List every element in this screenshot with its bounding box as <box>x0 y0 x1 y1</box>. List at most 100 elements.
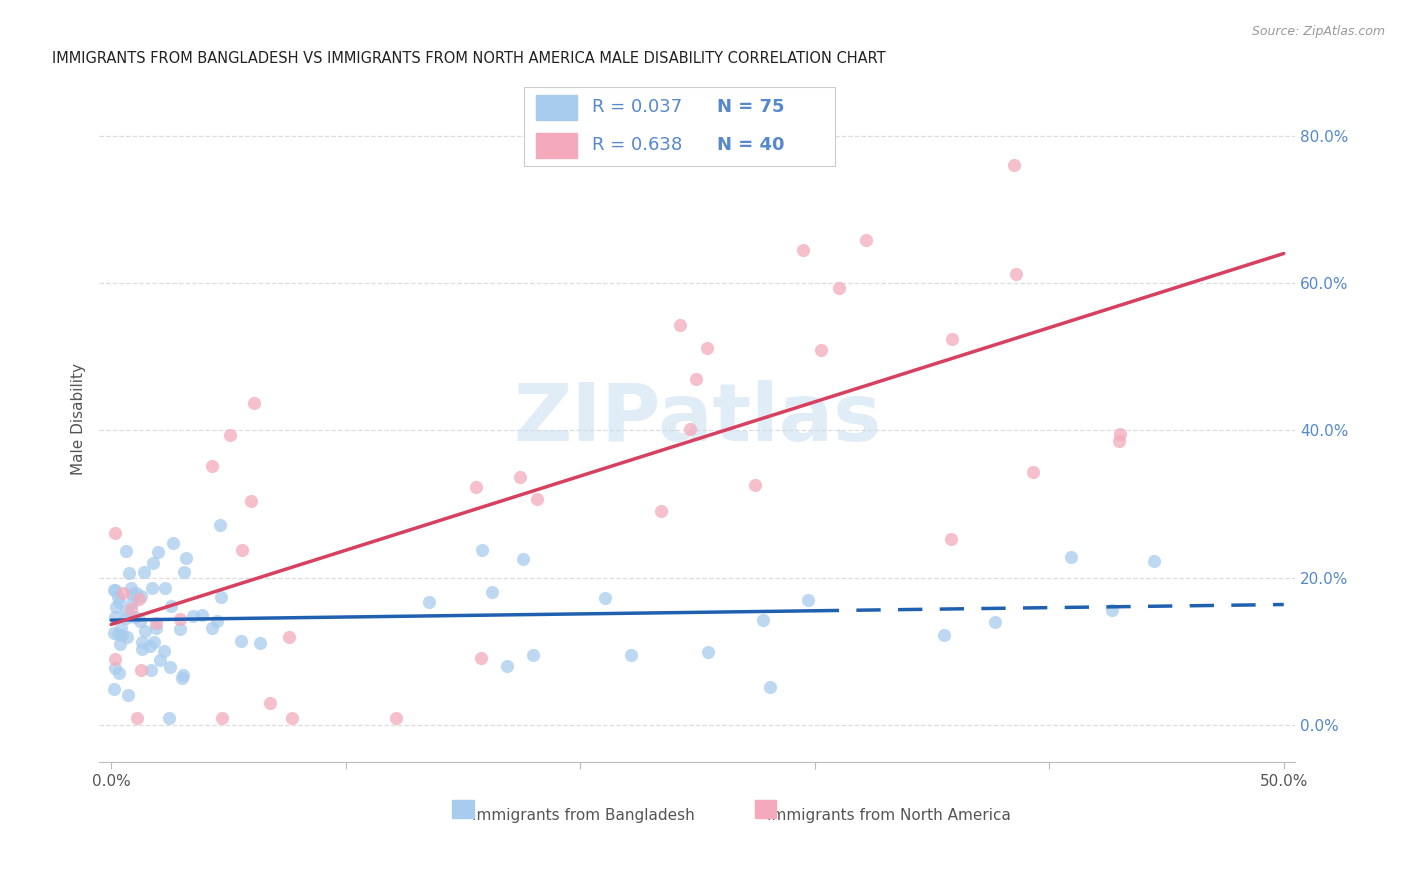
Point <box>159 710 181 724</box>
Point <box>107 590 129 604</box>
Point <box>108 595 131 609</box>
Point <box>134 624 156 638</box>
FancyBboxPatch shape <box>755 800 776 818</box>
Point <box>103 583 125 598</box>
Point <box>1005 267 1028 281</box>
Point <box>243 396 266 410</box>
Point <box>107 665 129 680</box>
Point <box>129 663 152 677</box>
Point <box>114 544 136 558</box>
Point <box>131 641 153 656</box>
Point <box>110 637 132 651</box>
Point <box>139 639 162 653</box>
Point <box>1022 466 1045 480</box>
Point <box>481 585 503 599</box>
Point <box>128 591 150 606</box>
Point <box>464 480 486 494</box>
Point <box>131 635 153 649</box>
Point <box>209 517 232 532</box>
Point <box>752 613 775 627</box>
Point <box>668 318 690 332</box>
Point <box>249 636 271 650</box>
Point <box>124 610 146 624</box>
Point <box>111 585 134 599</box>
Point <box>110 621 132 635</box>
Point <box>509 470 531 484</box>
Point <box>512 552 534 566</box>
Point <box>103 626 125 640</box>
Point <box>145 615 167 630</box>
Point <box>855 233 877 247</box>
Point <box>385 710 408 724</box>
Point <box>205 615 228 629</box>
Point <box>470 651 492 665</box>
Y-axis label: Male Disability: Male Disability <box>72 363 86 475</box>
Point <box>797 593 820 607</box>
Point <box>118 566 141 581</box>
FancyBboxPatch shape <box>453 800 474 818</box>
Point <box>280 710 302 724</box>
Point <box>984 615 1007 629</box>
Point <box>219 427 242 442</box>
Point <box>111 628 134 642</box>
Point <box>593 591 616 605</box>
Point <box>650 504 672 518</box>
Point <box>129 614 152 628</box>
Point <box>211 710 233 724</box>
Text: Immigrants from North America: Immigrants from North America <box>766 808 1011 823</box>
Point <box>145 621 167 635</box>
Point <box>125 710 148 724</box>
Point <box>744 477 766 491</box>
Point <box>759 680 782 694</box>
Point <box>105 600 128 615</box>
Point <box>278 630 301 644</box>
Point <box>471 542 494 557</box>
Point <box>131 589 153 603</box>
Point <box>115 604 138 618</box>
Point <box>810 343 832 357</box>
Point <box>104 661 127 675</box>
Point <box>121 587 143 601</box>
Point <box>240 494 263 508</box>
Point <box>191 607 214 622</box>
Point <box>159 660 181 674</box>
Point <box>939 532 962 546</box>
Point <box>209 590 232 604</box>
Point <box>679 422 702 436</box>
Point <box>104 582 127 597</box>
Point <box>496 659 519 673</box>
Point <box>1002 158 1025 172</box>
Point <box>1108 434 1130 448</box>
Point <box>104 609 127 624</box>
Point <box>115 610 138 624</box>
Point <box>141 663 163 677</box>
Point <box>941 333 963 347</box>
Point <box>162 536 184 550</box>
Point <box>141 581 163 595</box>
Point <box>792 243 814 257</box>
Point <box>526 491 548 506</box>
Text: IMMIGRANTS FROM BANGLADESH VS IMMIGRANTS FROM NORTH AMERICA MALE DISABILITY CORR: IMMIGRANTS FROM BANGLADESH VS IMMIGRANTS… <box>52 51 886 66</box>
Point <box>201 621 224 635</box>
Point <box>170 671 193 685</box>
Point <box>125 585 148 599</box>
Point <box>201 458 224 473</box>
Point <box>107 627 129 641</box>
Point <box>134 565 156 579</box>
Point <box>153 643 176 657</box>
Point <box>103 681 125 696</box>
Point <box>117 688 139 702</box>
Point <box>120 601 142 615</box>
Point <box>120 582 142 596</box>
Point <box>149 652 172 666</box>
Point <box>142 556 165 570</box>
Point <box>259 696 281 710</box>
Point <box>121 596 143 610</box>
Point <box>685 371 707 385</box>
Text: Immigrants from Bangladesh: Immigrants from Bangladesh <box>472 808 695 823</box>
Point <box>153 581 176 595</box>
Point <box>169 612 191 626</box>
Text: ZIPatlas: ZIPatlas <box>513 380 882 458</box>
Point <box>696 341 718 355</box>
Point <box>1101 602 1123 616</box>
